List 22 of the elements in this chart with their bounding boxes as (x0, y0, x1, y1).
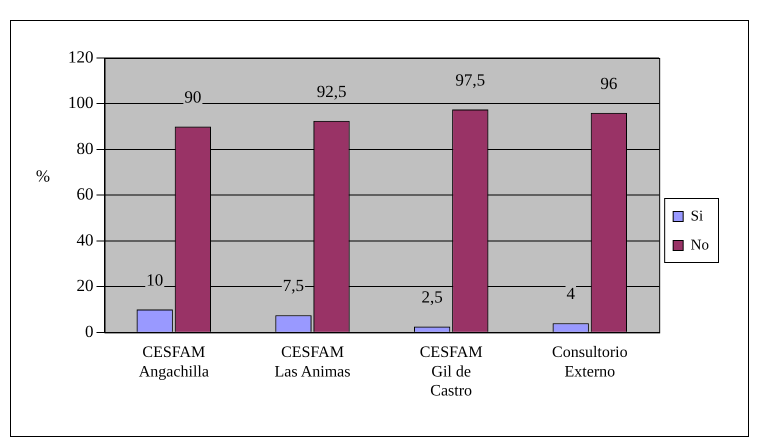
data-label: 96 (600, 74, 618, 93)
y-tick-label: 0 (85, 322, 94, 341)
x-tick-label: CESFAM Angachilla (138, 344, 209, 380)
data-label: 7,5 (282, 276, 304, 296)
y-tick-label: 120 (68, 47, 94, 66)
data-label: 97,5 (455, 70, 486, 90)
data-label: 90 (184, 88, 202, 107)
y-tick-label: 20 (76, 276, 94, 296)
y-tick-label: 100 (68, 93, 94, 112)
legend-label: Si (690, 208, 704, 224)
y-tick-label: 40 (76, 230, 94, 250)
y-axis-title: % (36, 166, 50, 186)
x-tick-label: Consultorio Externo (552, 344, 628, 380)
y-tick-label: 60 (76, 184, 94, 204)
data-label: 4 (566, 284, 576, 304)
data-label: 10 (146, 270, 164, 290)
x-tick-label: CESFAM Gil de Castro (420, 344, 483, 400)
x-tick-label: CESFAM Las Animas (274, 344, 350, 380)
legend-label: No (690, 237, 710, 254)
data-label: 92,5 (316, 82, 346, 101)
y-tick-label: 80 (76, 138, 94, 158)
data-label: 2,5 (421, 288, 443, 307)
